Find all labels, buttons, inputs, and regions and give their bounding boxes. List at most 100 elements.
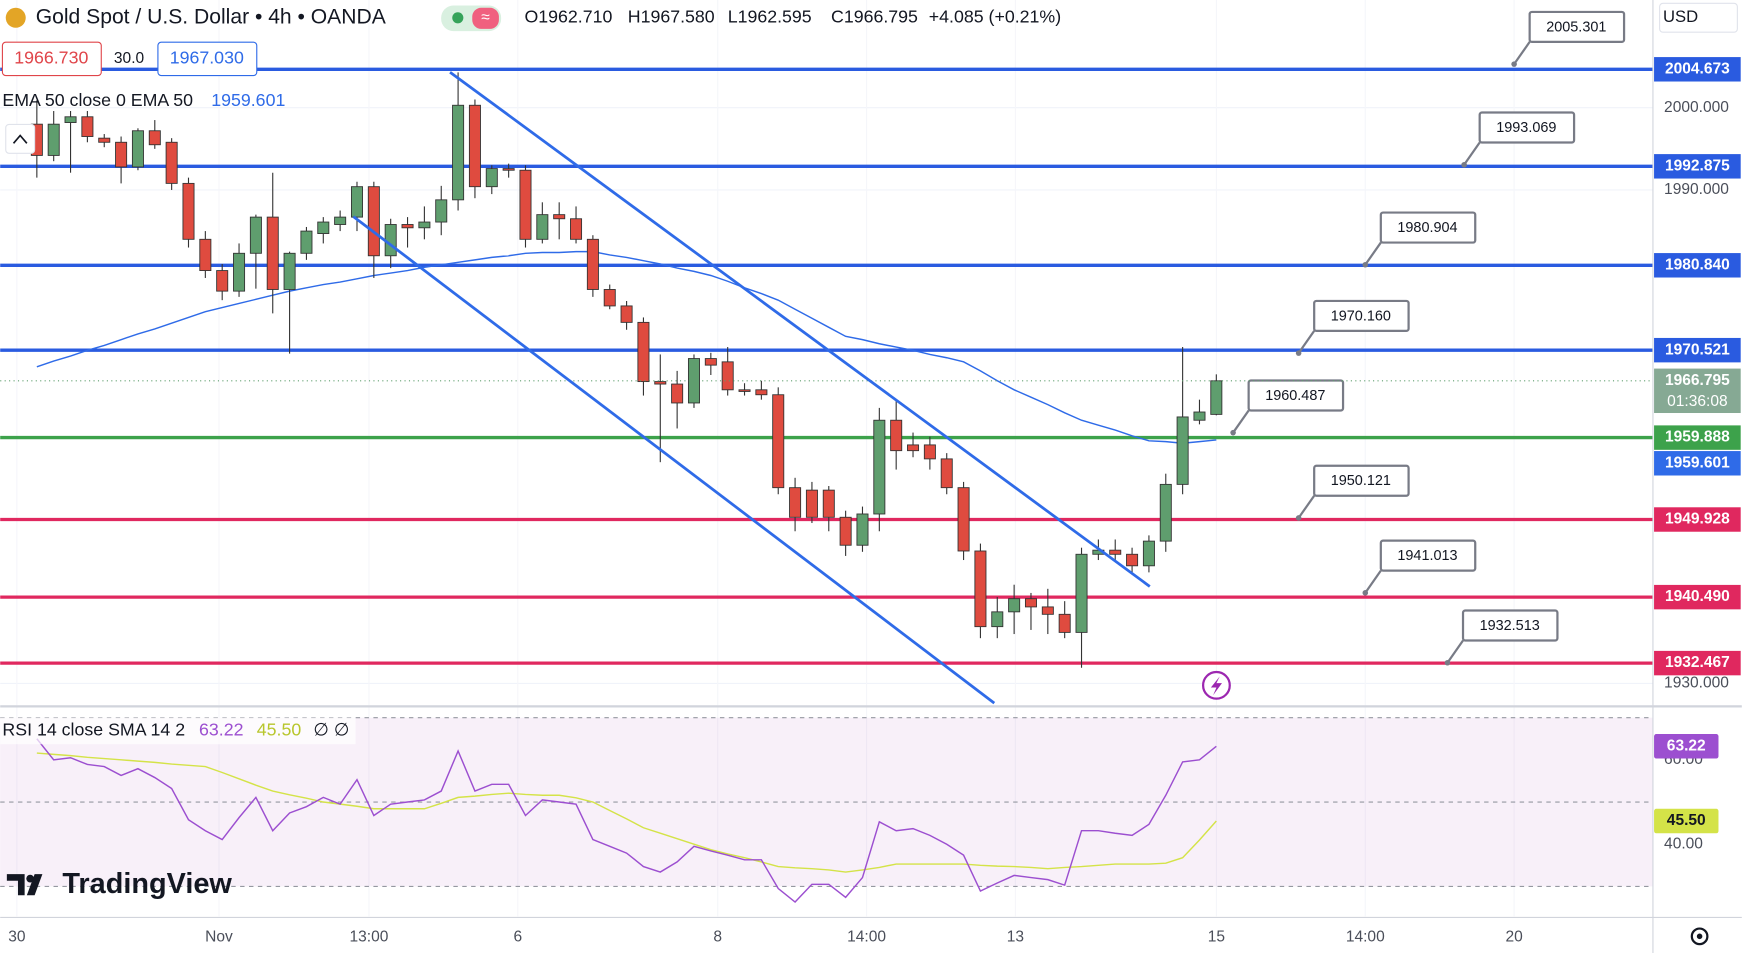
candle-body — [1142, 540, 1155, 567]
price-axis: 2000.000 1990.000 1930.000 30 Nov 13:00 6 8 14:0… — [8, 57, 1741, 946]
candle-body — [148, 130, 161, 146]
currency-button[interactable] — [1659, 2, 1738, 33]
rsi-legend-extra: ∅ ∅ — [313, 720, 349, 740]
main-pane: 2005.301 1993.069 1980.904 1970.160 1960.487… — [0, 10, 1653, 668]
level-label: 1949.928 — [1665, 511, 1730, 528]
candle-body — [182, 182, 195, 240]
level-label-box — [1654, 507, 1741, 532]
callout-anchor — [1295, 350, 1302, 356]
callout-leader — [1297, 495, 1316, 519]
callout-box — [1478, 111, 1576, 144]
callout-leader — [1364, 241, 1382, 266]
x-tick-label: Nov — [205, 929, 233, 946]
callout-anchor — [1295, 515, 1302, 521]
candle-body — [249, 216, 262, 254]
candle-body — [367, 186, 380, 257]
ema-legend-value: 1959.601 — [211, 90, 285, 110]
candle-body — [485, 168, 498, 188]
callout-box — [1313, 464, 1410, 497]
buy-button[interactable] — [157, 41, 258, 77]
candle-body — [81, 116, 94, 137]
rsi-legend-value: 63.22 — [199, 720, 243, 740]
last-price-box — [1654, 368, 1741, 414]
level-label-box — [1654, 253, 1741, 278]
candle-body — [873, 419, 886, 515]
candle-body — [216, 270, 229, 292]
candle-body — [637, 321, 650, 383]
candle-body — [401, 224, 414, 229]
candle-body — [1041, 606, 1054, 615]
rsi-sma-label: 45.50 — [1667, 812, 1706, 829]
x-tick-label: 14:00 — [1346, 929, 1385, 946]
callout-label: 1932.513 — [1480, 618, 1540, 634]
candle-body — [300, 230, 313, 254]
x-tick-label: 20 — [1505, 929, 1523, 946]
candle-body — [721, 361, 734, 391]
ohlc-value: C1966.795 — [831, 6, 918, 26]
countdown: 01:36:08 — [1667, 393, 1728, 410]
x-tick-label: 13:00 — [350, 929, 389, 946]
candle-body — [47, 123, 60, 156]
callout-leader — [1232, 409, 1250, 434]
candle-body — [233, 252, 246, 292]
sell-button[interactable] — [1, 41, 102, 77]
level-label-box — [1654, 425, 1741, 450]
callout-anchor — [1362, 261, 1369, 268]
candle-body — [603, 289, 616, 307]
candle-body — [350, 186, 363, 218]
candle-body — [165, 141, 178, 184]
symbol-title: Gold Spot / U.S. Dollar • 4h • OANDA — [36, 5, 387, 28]
level-label: 1970.521 — [1665, 341, 1730, 358]
y-tick-label: 1990.000 — [1664, 181, 1729, 198]
x-tick-label: 30 — [8, 929, 26, 946]
candle-body — [822, 489, 835, 518]
channel-line — [449, 71, 1151, 588]
callout-label: 1980.904 — [1397, 220, 1457, 236]
callout-anchor — [1230, 429, 1236, 436]
level-label: 2004.673 — [1665, 60, 1730, 77]
candle-body — [940, 458, 953, 489]
candle-body — [1193, 411, 1206, 421]
candle-body — [1126, 553, 1139, 567]
callout-label: 1941.013 — [1397, 548, 1457, 564]
symbol-icon — [5, 7, 26, 28]
candle-body — [1109, 549, 1122, 555]
level-label: 1932.467 — [1665, 654, 1730, 671]
candle-body — [907, 444, 920, 452]
candle-body — [334, 216, 347, 225]
currency: USD — [1663, 7, 1698, 26]
status-glyph: ≈ — [481, 9, 490, 26]
callout-label: 1950.121 — [1331, 473, 1391, 489]
level-label: 1940.490 — [1665, 588, 1730, 605]
rsi-tick-label: 40.00 — [1664, 835, 1703, 852]
level-label-box — [1654, 337, 1741, 363]
collapse-button[interactable] — [5, 123, 36, 154]
callout-box — [1379, 539, 1477, 572]
rsi-legend-bg — [0, 717, 356, 745]
x-tick-label: 14:00 — [847, 929, 886, 946]
candle-body — [435, 199, 448, 223]
candle-body — [671, 383, 684, 404]
candle-body — [1008, 598, 1021, 613]
level-label-box — [1654, 650, 1741, 676]
candle-body — [620, 305, 633, 323]
brand-logo-dot — [26, 874, 35, 883]
status-icon — [472, 7, 499, 29]
candle-body — [98, 137, 111, 143]
candle-body — [199, 238, 212, 272]
last-price-label: 1966.795 — [1665, 372, 1730, 389]
candle-body — [502, 168, 515, 171]
channel-line — [352, 215, 996, 705]
rsi-label-box — [1654, 734, 1719, 759]
callout-label: 2005.301 — [1546, 19, 1606, 35]
candle-body — [283, 252, 296, 290]
ema-legend: EMA 50 close 0 EMA 50 — [2, 90, 193, 110]
ohlc-value: O1962.710 — [524, 6, 612, 26]
settings-icon[interactable] — [1690, 927, 1709, 946]
callout-anchor — [1511, 61, 1517, 67]
candle-body — [1159, 483, 1172, 542]
candle-body — [991, 611, 1004, 628]
